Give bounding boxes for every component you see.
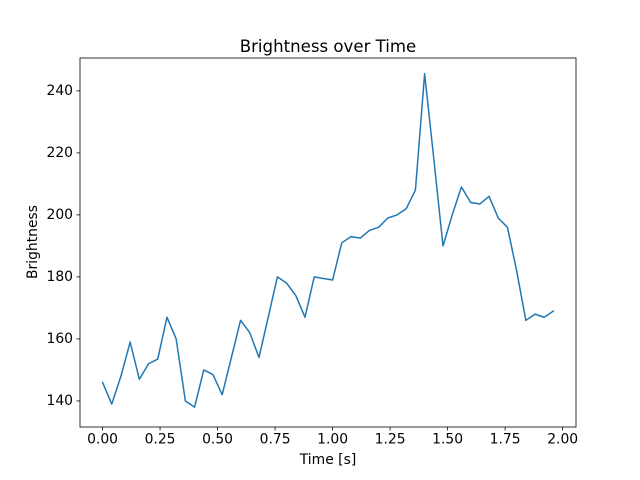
x-tick-label: 0.75 bbox=[260, 432, 291, 448]
y-tick-label: 160 bbox=[46, 331, 73, 347]
x-tick-label: 2.00 bbox=[547, 432, 578, 448]
y-tick-label: 240 bbox=[46, 83, 73, 99]
x-tick-label: 1.00 bbox=[317, 432, 348, 448]
x-tick-label: 0.50 bbox=[202, 432, 233, 448]
data-line bbox=[101, 73, 555, 408]
x-axis-label: Time [s] bbox=[299, 452, 357, 468]
x-tick-label: 0.25 bbox=[145, 432, 176, 448]
y-tick-label: 200 bbox=[46, 207, 73, 223]
x-tick-label: 1.50 bbox=[432, 432, 463, 448]
x-tick-label: 1.25 bbox=[375, 432, 406, 448]
plot-border bbox=[79, 57, 577, 428]
y-tick-label: 140 bbox=[46, 393, 73, 409]
x-tick-label: 1.75 bbox=[490, 432, 521, 448]
y-tick-label: 220 bbox=[46, 145, 73, 161]
x-tick-label: 0.00 bbox=[87, 432, 118, 448]
chart-title: Brightness over Time bbox=[239, 37, 417, 56]
y-axis-label: Brightness bbox=[25, 205, 41, 279]
y-tick-label: 180 bbox=[46, 269, 73, 285]
